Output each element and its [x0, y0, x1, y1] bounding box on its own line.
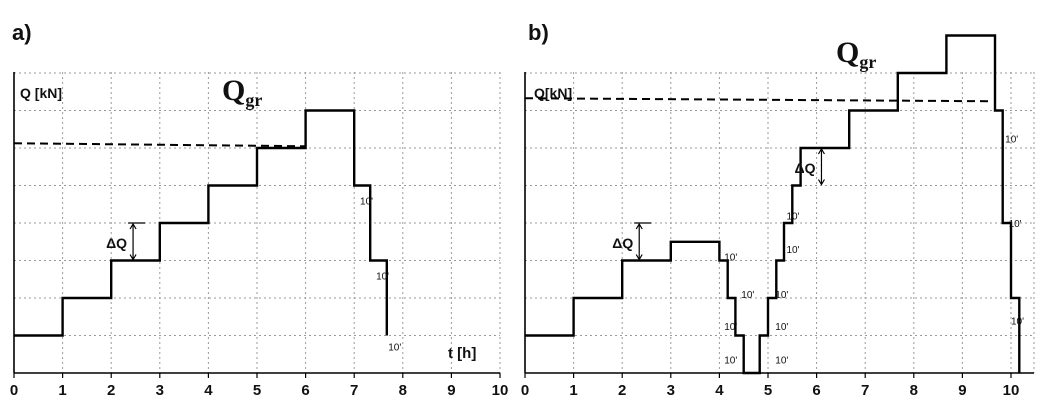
panel-a-label: a) — [12, 20, 32, 45]
interval-label: 10' — [775, 290, 788, 301]
load-limit-subscript: gr — [859, 52, 876, 72]
x-tick-label: 3 — [156, 382, 164, 399]
load-limit-label: Qgr — [836, 36, 876, 72]
panel-b: b) 0 1 2 3 4 5 6 7 8 9 10 Q[kN] Qgr ΔQ ΔQ 10' 10' 10' 1… — [521, 20, 1035, 399]
x-tick-label: 10 — [492, 382, 509, 399]
panel-a-x-ticks: 0 1 2 3 4 5 6 7 8 9 10 — [10, 373, 509, 399]
panel-b-axes — [524, 72, 1034, 374]
panel-a: a) 0 1 2 3 4 5 6 7 8 9 10 Q [kN] t [h] Qgr ΔQ 10' 10… — [10, 20, 509, 399]
load-limit-line — [524, 97, 991, 103]
interval-label: 10' — [786, 211, 799, 222]
x-tick-label: 4 — [715, 382, 724, 399]
interval-label: 10' — [1009, 219, 1022, 230]
x-tick-label: 0 — [10, 382, 18, 399]
panel-a-annotations: ΔQ 10' 10' 10' — [106, 196, 401, 353]
panel-b-y-axis-label: Q[kN] — [534, 85, 572, 101]
x-tick-label: 2 — [618, 382, 626, 399]
x-tick-label: 4 — [204, 382, 213, 399]
load-limit-label: Qgr — [222, 74, 262, 110]
load-step-series — [14, 109, 388, 337]
delta-arrow-head-down — [817, 179, 825, 186]
delta-arrow-head-down — [129, 254, 137, 261]
x-tick-label: 7 — [350, 382, 358, 399]
x-tick-label: 6 — [301, 382, 309, 399]
delta-q-label: ΔQ — [106, 235, 127, 251]
panel-a-y-axis-label: Q [kN] — [20, 85, 62, 101]
x-tick-label: 0 — [521, 382, 529, 399]
x-tick-label: 5 — [764, 382, 772, 399]
interval-label: 10' — [724, 322, 737, 333]
panel-b-label: b) — [528, 20, 549, 45]
interval-label: 10' — [786, 245, 799, 256]
panel-b-series — [525, 34, 1021, 375]
interval-label: 10' — [1005, 134, 1018, 145]
x-tick-label: 9 — [958, 382, 966, 399]
interval-label: 10' — [388, 343, 401, 354]
interval-label: 10' — [724, 356, 737, 367]
panel-b-x-ticks: 0 1 2 3 4 5 6 7 8 9 10 — [521, 373, 1020, 399]
interval-label: 10' — [376, 271, 389, 282]
interval-label: 10' — [724, 253, 737, 264]
x-tick-label: 3 — [667, 382, 675, 399]
panel-a-series — [14, 109, 388, 337]
x-tick-label: 5 — [253, 382, 261, 399]
x-tick-label: 9 — [447, 382, 455, 399]
delta-arrow-head-up — [817, 147, 825, 155]
delta-arrow-head-up — [129, 222, 137, 230]
panel-a-x-axis-label: t [h] — [448, 345, 476, 362]
load-limit-subscript: gr — [245, 90, 262, 110]
x-tick-label: 1 — [58, 382, 66, 399]
interval-label: 10' — [360, 196, 373, 207]
interval-label: 10' — [775, 356, 788, 367]
delta-arrow-head-up — [635, 222, 643, 230]
load-step-series — [525, 34, 1021, 375]
delta-q-label: ΔQ — [795, 160, 816, 176]
interval-label: 10' — [741, 290, 754, 301]
interval-label: 10' — [775, 322, 788, 333]
panel-a-grid — [14, 72, 501, 373]
x-tick-label: 10 — [1003, 382, 1020, 399]
x-tick-label: 6 — [812, 382, 820, 399]
interval-label: 10' — [1011, 316, 1024, 327]
x-tick-label: 8 — [910, 382, 918, 399]
panel-b-load-limit: Qgr — [524, 36, 991, 103]
load-limit-line — [13, 142, 306, 148]
delta-q-label: ΔQ — [612, 235, 633, 251]
x-tick-label: 7 — [861, 382, 869, 399]
x-tick-label: 2 — [107, 382, 115, 399]
panel-b-annotations: ΔQ ΔQ 10' 10' 10' 10' 10' 10' 10' 10' 10' 10' 10' 10' — [612, 134, 1024, 366]
x-tick-label: 1 — [569, 382, 577, 399]
x-tick-label: 8 — [399, 382, 407, 399]
delta-arrow-head-down — [635, 254, 643, 261]
